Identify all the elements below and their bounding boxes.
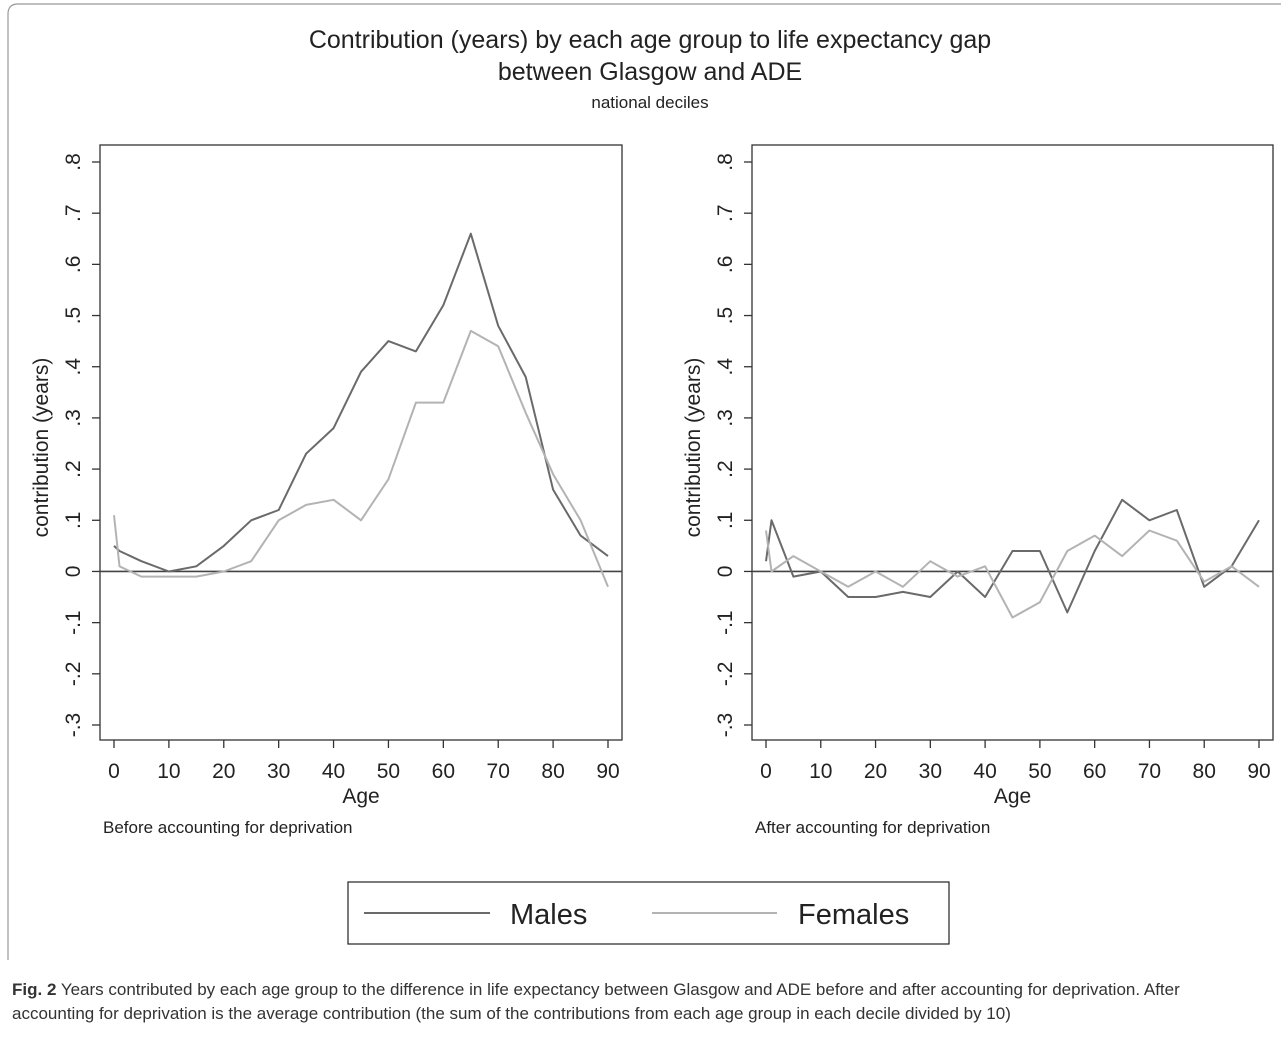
before-y-tick-label: .7 xyxy=(62,204,85,222)
before-y-tick-label: -.1 xyxy=(62,610,85,635)
caption-text: Years contributed by each age group to t… xyxy=(12,980,1180,1023)
after-x-tick-label: 10 xyxy=(809,760,832,783)
legend-label-females: Females xyxy=(798,899,909,931)
figure-caption: Fig. 2 Years contributed by each age gro… xyxy=(12,978,1262,1026)
before-y-tick-label: -.3 xyxy=(62,713,85,738)
after-x-tick-label: 70 xyxy=(1138,760,1161,783)
before-x-tick-label: 20 xyxy=(212,760,235,783)
before-x-axis-title: Age xyxy=(342,785,379,808)
before-series-females-line xyxy=(113,329,609,588)
before-y-tick-label: 0 xyxy=(62,566,85,578)
before-x-tick-label: 60 xyxy=(432,760,455,783)
chart-title-line2: between Glasgow and ADE xyxy=(498,58,802,86)
after-x-tick-label: 80 xyxy=(1193,760,1216,783)
before-x-tick-label: 0 xyxy=(108,760,120,783)
after-y-tick-label: .1 xyxy=(714,512,737,530)
before-y-tick-label: .1 xyxy=(62,512,85,530)
before-y-tick-label: .2 xyxy=(62,460,85,478)
legend-label-males: Males xyxy=(510,899,587,931)
before-y-tick-label: .5 xyxy=(62,307,85,325)
before-x-tick-label: 80 xyxy=(541,760,564,783)
after-y-tick-label: .4 xyxy=(714,358,737,376)
after-y-tick-label: .5 xyxy=(714,307,737,325)
after-x-axis-title: Age xyxy=(994,785,1031,808)
before-series-males-line xyxy=(113,232,609,573)
after-series-females-line xyxy=(765,529,1260,619)
before-plot-area xyxy=(99,144,623,741)
chart-subtitle: national deciles xyxy=(591,93,708,112)
after-panel: -.3 -.2 -.1 0 .1 .2 .3 .4 .5 .6 .7 .8 0 10 20 30 40 50 60 7… xyxy=(682,144,1274,837)
after-y-tick-label: -.3 xyxy=(714,713,737,738)
legend: Males Females xyxy=(347,881,950,945)
chart-title-line1: Contribution (years) by each age group t… xyxy=(309,26,991,54)
after-x-tick-label: 90 xyxy=(1247,760,1270,783)
before-x-tick-label: 50 xyxy=(377,760,400,783)
before-y-axis-title: contribution (years) xyxy=(30,358,53,538)
after-y-axis-title: contribution (years) xyxy=(682,358,705,538)
after-plot-area xyxy=(751,144,1274,741)
after-panel-title: After accounting for deprivation xyxy=(755,818,990,837)
after-x-tick-label: 30 xyxy=(919,760,942,783)
after-x-tick-label: 40 xyxy=(973,760,996,783)
figure-canvas: Contribution (years) by each age group t… xyxy=(7,3,1281,960)
before-panel: -.3 -.2 -.1 0 .1 .2 .3 .4 .5 .6 .7 .8 0 10 20 30 40 50 60 7… xyxy=(30,144,623,837)
after-x-tick-label: 50 xyxy=(1028,760,1051,783)
after-y-tick-label: -.2 xyxy=(714,662,737,687)
before-y-tick-label: .3 xyxy=(62,409,85,427)
after-x-tick-label: 60 xyxy=(1083,760,1106,783)
figure-border xyxy=(7,3,1281,960)
after-series-males-line xyxy=(765,498,1260,614)
before-y-tick-label: -.2 xyxy=(62,662,85,687)
before-x-tick-label: 30 xyxy=(267,760,290,783)
after-y-tick-label: 0 xyxy=(714,566,737,578)
before-x-tick-label: 70 xyxy=(487,760,510,783)
caption-label: Fig. 2 xyxy=(12,980,57,999)
before-x-tick-label: 90 xyxy=(596,760,619,783)
before-panel-title: Before accounting for deprivation xyxy=(103,818,353,837)
before-x-tick-label: 10 xyxy=(157,760,180,783)
panels-group: -.3 -.2 -.1 0 .1 .2 .3 .4 .5 .6 .7 .8 0 10 20 30 40 50 60 7… xyxy=(30,144,1274,837)
before-x-tick-label: 40 xyxy=(322,760,345,783)
after-x-tick-label: 20 xyxy=(864,760,887,783)
after-x-tick-label: 0 xyxy=(760,760,772,783)
after-y-tick-label: -.1 xyxy=(714,610,737,635)
after-y-tick-label: .3 xyxy=(714,409,737,427)
after-y-tick-label: .6 xyxy=(714,256,737,274)
before-y-tick-label: .6 xyxy=(62,256,85,274)
after-y-tick-label: .7 xyxy=(714,204,737,222)
before-y-tick-label: .4 xyxy=(62,358,85,376)
before-y-tick-label: .8 xyxy=(62,153,85,171)
after-y-tick-label: .8 xyxy=(714,153,737,171)
after-y-tick-label: .2 xyxy=(714,460,737,478)
